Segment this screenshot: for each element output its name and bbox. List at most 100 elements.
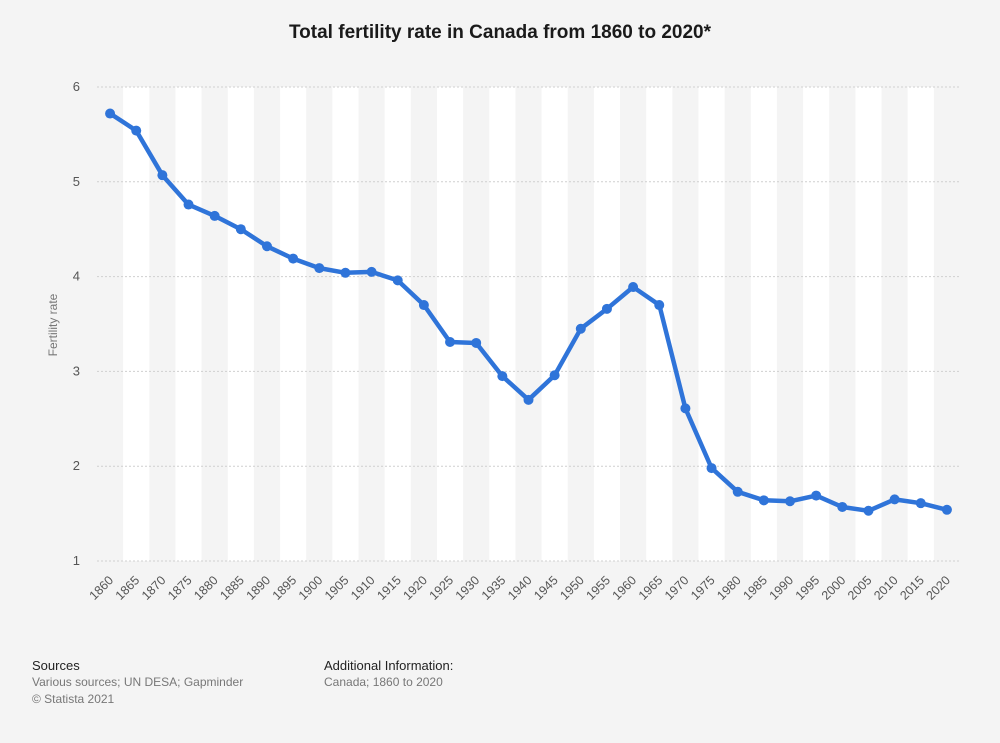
column-band [384,87,411,561]
data-point[interactable] [445,337,456,348]
data-point[interactable] [418,300,429,311]
x-tick-label: 1995 [793,573,823,603]
data-point[interactable] [157,170,168,181]
x-tick-label: 1960 [610,573,640,603]
data-point[interactable] [889,494,900,505]
sources-text: Various sources; UN DESA; Gapminder [32,675,244,689]
x-tick-label: 1880 [191,573,221,603]
background-bands [123,87,934,561]
data-point[interactable] [601,303,612,314]
data-point[interactable] [941,504,952,515]
x-tick-label: 1950 [557,573,587,603]
data-point[interactable] [131,125,142,136]
x-tick-label: 1900 [296,573,326,603]
x-tick-label: 1940 [505,573,535,603]
data-point[interactable] [785,496,796,507]
data-point[interactable] [732,486,743,497]
data-point[interactable] [811,490,822,501]
x-tick-label: 2015 [897,573,927,603]
x-tick-label: 1990 [767,573,797,603]
sources-heading: Sources [32,658,80,673]
column-band [332,87,359,561]
data-point[interactable] [575,323,586,334]
x-tick-label: 1910 [348,573,378,603]
x-tick-label: 1955 [584,573,614,603]
gridlines [97,86,960,562]
column-band [227,87,254,561]
x-tick-label: 1945 [531,573,561,603]
column-band [907,87,934,561]
x-tick-label: 1965 [636,573,666,603]
column-band [489,87,516,561]
data-point[interactable] [758,495,769,506]
column-band [175,87,202,561]
column-band [436,87,464,561]
data-point[interactable] [863,505,874,516]
x-tick-label: 1905 [322,573,352,603]
data-point[interactable] [235,224,246,235]
sources-block: Sources Various sources; UN DESA; Gapmin… [32,657,243,708]
x-axis-ticks: 1860186518701875188018851890189519001905… [87,573,953,603]
x-tick-label: 1930 [453,573,483,603]
y-tick-label: 5 [73,174,80,189]
column-band [123,87,150,561]
x-tick-label: 1980 [714,573,744,603]
data-point[interactable] [288,253,299,264]
y-axis-ticks: 1 2 3 4 5 6 [73,79,80,568]
column-band [855,87,882,561]
data-point[interactable] [915,498,926,509]
y-tick-label: 4 [73,269,80,284]
data-point[interactable] [471,337,482,348]
chart-title: Total fertility rate in Canada from 1860… [288,22,711,43]
x-tick-label: 1895 [270,573,300,603]
series-fertility-rate [105,108,952,516]
column-band [593,87,621,561]
x-tick-label: 1935 [479,573,509,603]
data-point[interactable] [314,263,325,274]
x-tick-label: 1970 [662,573,692,603]
data-point[interactable] [366,266,377,277]
x-tick-label: 1890 [244,573,274,603]
x-tick-label: 2010 [871,573,901,603]
x-tick-label: 1975 [688,573,718,603]
data-point[interactable] [549,370,560,381]
x-tick-label: 1920 [400,573,430,603]
additional-info-heading: Additional Information: [324,658,454,673]
data-point[interactable] [183,199,194,210]
column-band [646,87,673,561]
y-tick-label: 6 [73,79,80,94]
data-point[interactable] [628,282,639,293]
column-band [698,87,725,561]
column-band [280,87,307,561]
data-point[interactable] [497,371,508,382]
x-tick-label: 1915 [374,573,404,603]
data-point[interactable] [392,275,403,286]
x-tick-label: 1925 [427,573,457,603]
y-tick-label: 3 [73,363,80,378]
x-tick-label: 1870 [139,573,169,603]
data-point[interactable] [654,300,665,311]
data-point[interactable] [105,108,116,119]
x-tick-label: 1875 [165,573,195,603]
data-point[interactable] [523,394,534,405]
y-axis-label: Fertility rate [46,293,60,356]
x-tick-label: 1865 [113,573,143,603]
y-tick-label: 2 [73,458,80,473]
x-tick-label: 1860 [87,573,117,603]
x-tick-label: 1885 [217,573,247,603]
column-band [541,87,568,561]
copyright-text: © Statista 2021 [32,692,115,706]
data-point[interactable] [837,501,848,512]
data-point[interactable] [261,241,272,252]
x-tick-label: 2005 [845,573,875,603]
data-point[interactable] [209,210,220,221]
data-point[interactable] [340,267,351,278]
additional-info-text: Canada; 1860 to 2020 [324,675,443,689]
additional-info-block: Additional Information: Canada; 1860 to … [324,657,453,691]
column-band [750,87,777,561]
x-tick-label: 2000 [819,573,849,603]
data-point[interactable] [706,463,717,474]
data-point[interactable] [680,403,691,414]
x-tick-label: 1985 [740,573,770,603]
